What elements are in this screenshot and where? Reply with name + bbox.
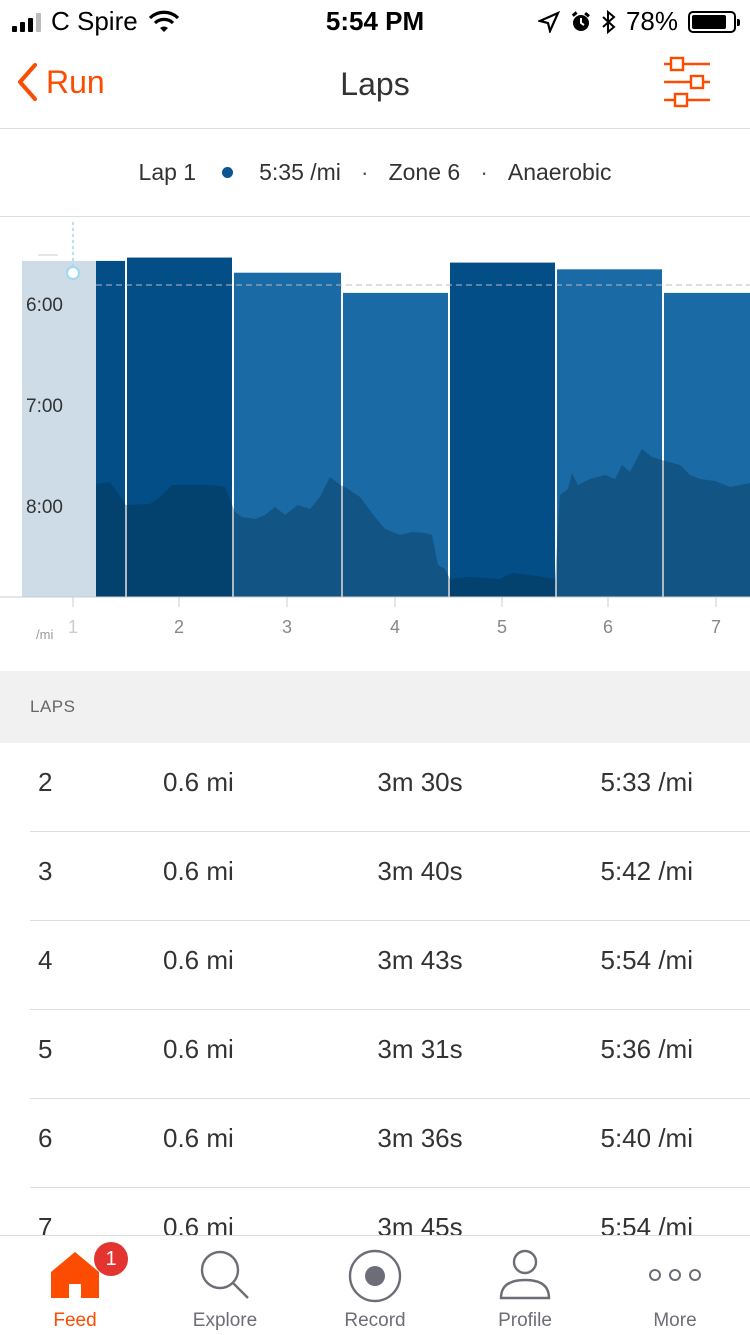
person-icon [499,1249,551,1300]
tab-more[interactable]: More [600,1236,750,1335]
record-icon [348,1249,402,1303]
status-bar: C Spire 5:54 PM 78% [0,0,750,40]
lap-bar[interactable] [557,269,662,597]
lap-row[interactable]: 2 0.6 mi 3m 30s 5:33 /mi [30,743,750,832]
laps-section-header: LAPS [0,671,750,743]
tab-label: Feed [53,1310,97,1331]
lap-pace: 5:36 /mi [600,1034,694,1064]
lap-number: 5 [38,1034,53,1064]
lap-time: 3m 30s [377,767,463,797]
status-left: C Spire [12,6,180,37]
signal-icon [12,12,41,32]
x-tick-label: 1 [67,617,79,637]
filter-button[interactable] [662,56,712,113]
sliders-icon [664,56,710,108]
lap-pace: 5:54 /mi [600,945,694,975]
pace-dot-icon [222,167,234,178]
lap-bar[interactable] [450,262,555,597]
lap-pace: 5:40 /mi [600,1123,694,1153]
lap-time: 3m 31s [377,1034,463,1064]
lap-distance: 0.6 mi [163,767,234,797]
effort-profile-area [96,449,750,597]
lap-number: 4 [38,945,53,975]
lap-pace: 5:42 /mi [600,856,694,886]
back-label: Run [46,63,105,100]
lap-row[interactable]: 6 0.6 mi 3m 36s 5:40 /mi [30,1099,750,1188]
battery-percent: 78% [625,6,678,36]
lap-number: 7 [38,1212,53,1235]
lap-number: 6 [38,1123,53,1153]
lap-row[interactable]: 7 0.6 mi 3m 45s 5:54 /mi [30,1188,750,1235]
chevron-left-icon [18,63,37,101]
location-icon [537,10,560,33]
x-tick-label: 4 [389,617,401,637]
lap-time: 3m 43s [377,945,463,975]
selected-lap-highlight[interactable] [22,260,96,597]
lap-pace: 5:33 /mi [600,767,694,797]
lap-distance: 0.6 mi [163,1034,234,1064]
x-tick-label: 3 [281,617,293,637]
lap-time: 3m 45s [377,1212,463,1235]
selected-lap-label: Lap 1 [138,159,197,185]
lap-distance: 0.6 mi [163,1212,234,1235]
x-tick-label: 2 [173,617,185,637]
lap-time: 3m 36s [377,1123,463,1153]
lap-row[interactable]: 3 0.6 mi 3m 40s 5:42 /mi [30,832,750,921]
tab-bar: 1 Feed Explore Record Profile More [0,1235,750,1335]
y-tick-label: 8:00 [26,497,63,518]
more-icon [649,1269,701,1281]
selection-handle[interactable] [66,266,80,280]
lap-pace: 5:54 /mi [600,1212,694,1235]
tab-label: Profile [498,1310,552,1331]
lap-bar[interactable] [127,257,232,597]
status-time: 5:54 PM [325,6,425,36]
bluetooth-icon [602,9,616,34]
separator-dot: · [480,159,488,185]
lap-summary: Lap 1 5:35 /mi · Zone 6 · Anaerobic [0,129,750,217]
lap-time: 3m 40s [377,856,463,886]
lap-number: 3 [38,856,53,886]
lap-chart-svg[interactable] [0,217,750,670]
lap-bar[interactable] [664,292,750,597]
lap-bar[interactable] [343,292,448,597]
selected-lap-zone: Zone 6 [388,159,461,185]
status-right: 78% [537,6,740,37]
y-tick-label: 7:00 [26,396,63,417]
lap-number: 2 [38,767,53,797]
battery-icon [688,10,740,33]
nav-bar: Run Laps [0,40,750,129]
alarm-icon [571,10,590,31]
lap-distance: 0.6 mi [163,856,234,886]
lap-bar[interactable] [96,260,125,597]
back-button[interactable]: Run [16,62,105,102]
x-tick-label: 7 [710,617,722,637]
tab-record[interactable]: Record [300,1236,450,1335]
x-tick-label: 5 [496,617,508,637]
carrier-label: C Spire [51,6,138,36]
x-tick-label: 6 [602,617,614,637]
lap-distance: 0.6 mi [163,945,234,975]
lap-bar[interactable] [234,272,341,597]
tab-label: Record [344,1310,406,1331]
lap-distance: 0.6 mi [163,1123,234,1153]
laps-list[interactable]: 2 0.6 mi 3m 30s 5:33 /mi 3 0.6 mi 3m 40s… [0,743,750,1235]
x-unit-label: /mi [36,627,54,642]
home-icon [51,1252,99,1298]
separator-dot: · [360,159,369,185]
y-tick-label: 6:00 [26,295,63,316]
selected-lap-effort: Anaerobic [507,159,612,185]
tab-explore[interactable]: Explore [150,1236,300,1335]
wifi-icon [148,10,179,32]
notification-badge: 1 [94,1242,128,1276]
lap-row[interactable]: 5 0.6 mi 3m 31s 5:36 /mi [30,1010,750,1099]
tab-feed[interactable]: 1 Feed [0,1236,150,1335]
page-title: Laps [340,66,410,102]
tab-label: Explore [192,1310,258,1331]
search-icon [200,1250,249,1299]
selected-lap-pace: 5:35 /mi [259,159,341,185]
tab-profile[interactable]: Profile [450,1236,600,1335]
tab-label: More [653,1310,697,1331]
lap-row[interactable]: 4 0.6 mi 3m 43s 5:54 /mi [30,921,750,1010]
lap-pace-chart[interactable]: 6:00 7:00 8:00 1 2 3 4 5 6 7 /mi [0,217,750,670]
